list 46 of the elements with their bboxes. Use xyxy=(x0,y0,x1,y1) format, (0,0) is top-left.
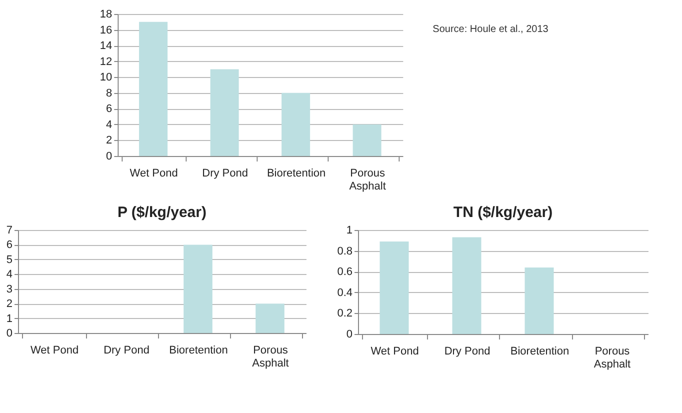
bar xyxy=(352,124,382,156)
y-tick-label: 16 xyxy=(100,24,112,36)
x-tick-label: Porous Asphalt xyxy=(349,168,386,192)
y-tick-label: 4 xyxy=(106,118,112,131)
y-tick-label: 7 xyxy=(6,224,12,236)
chart-title: TN ($/kg/year) xyxy=(453,204,553,221)
x-tick-label: Porous Asphalt xyxy=(252,344,289,370)
y-tick-label: 3 xyxy=(6,283,12,296)
y-tick-label: 14 xyxy=(100,40,112,52)
y-tick-label: 0.8 xyxy=(337,245,352,258)
y-tick-label: 0.2 xyxy=(337,308,352,320)
bar xyxy=(210,69,239,156)
x-tick-label: Dry Pond xyxy=(104,344,150,356)
y-tick-label: 0.4 xyxy=(337,286,352,299)
y-tick-label: 6 xyxy=(6,239,12,252)
bar xyxy=(139,22,168,156)
x-tick-label: Dry Pond xyxy=(444,346,490,358)
x-tick-label: Porous Asphalt xyxy=(594,346,631,370)
chart-title: P ($/kg/year) xyxy=(118,204,206,221)
y-tick-label: 1 xyxy=(346,224,352,236)
y-tick-label: 1 xyxy=(6,312,12,325)
bar xyxy=(282,92,310,156)
y-tick-label: 2 xyxy=(6,298,12,310)
y-tick-label: 0 xyxy=(346,328,352,340)
y-tick-label: 0 xyxy=(106,150,112,162)
x-tick-label: Dry Pond xyxy=(202,168,248,180)
x-tick-label: Bioretention xyxy=(169,344,228,356)
source-note: Source: Houle et al., 2013 xyxy=(432,24,549,35)
y-tick-label: 2 xyxy=(106,134,112,147)
y-tick-label: 4 xyxy=(6,268,12,281)
y-tick-label: 8 xyxy=(106,87,112,100)
y-tick-label: 5 xyxy=(6,254,12,266)
y-tick-label: 10 xyxy=(100,72,112,84)
y-tick-label: 0.6 xyxy=(337,266,352,278)
x-tick-label: Wet Pond xyxy=(30,344,79,356)
x-tick-label: Bioretention xyxy=(266,168,326,180)
y-tick-label: 6 xyxy=(106,103,112,116)
bar xyxy=(380,241,409,334)
bar xyxy=(452,237,482,334)
x-tick-label: Wet Pond xyxy=(130,168,178,180)
x-tick-label: Wet Pond xyxy=(370,346,419,358)
y-tick-label: 12 xyxy=(100,56,112,68)
y-tick-label: 18 xyxy=(100,8,112,20)
y-tick-label: 0 xyxy=(6,328,12,340)
x-tick-label: Bioretention xyxy=(510,346,570,358)
bar xyxy=(524,267,554,334)
